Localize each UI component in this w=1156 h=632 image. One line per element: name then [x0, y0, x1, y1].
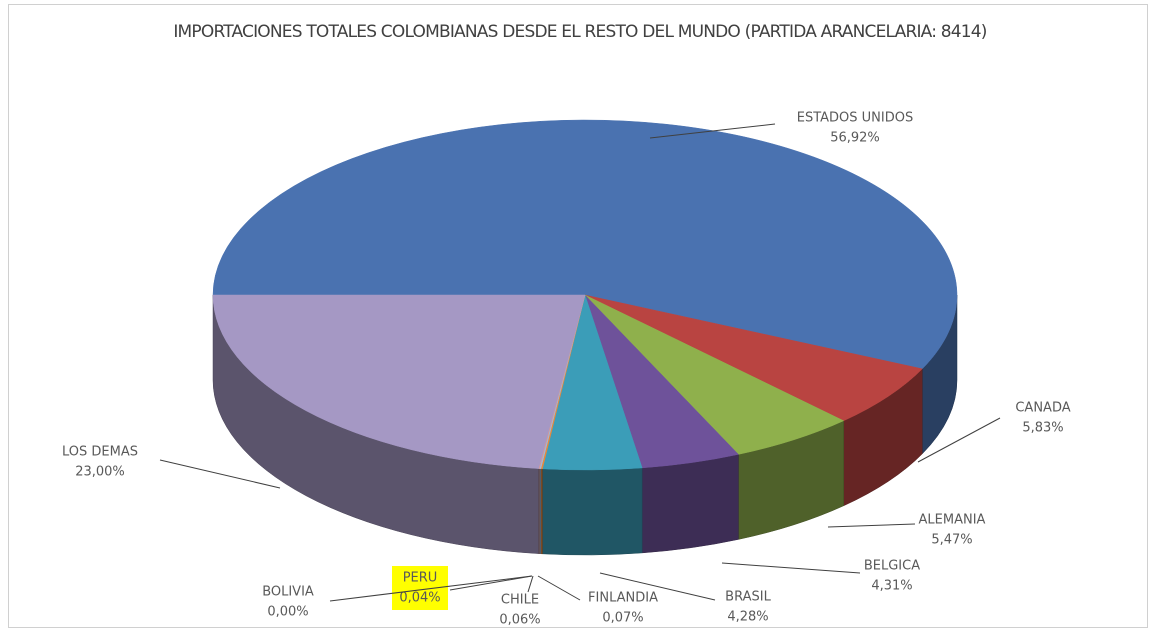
data-label-name: LOS DEMAS: [62, 445, 138, 460]
data-label-name: FINLANDIA: [588, 591, 658, 606]
data-label: 0,06%: [499, 613, 540, 628]
leader-line: [537, 575, 581, 601]
data-label: 5,83%: [1022, 421, 1063, 436]
data-label-name: BOLIVIA: [262, 585, 314, 600]
data-label-name: BRASIL: [725, 590, 771, 605]
data-label-name: ALEMANIA: [919, 513, 986, 528]
tops: [212, 119, 958, 471]
data-label-name: PERU: [403, 571, 438, 586]
data-label: 5,47%: [931, 533, 972, 548]
leader-line: [649, 123, 776, 139]
data-label: 4,28%: [727, 610, 768, 625]
chart-title: IMPORTACIONES TOTALES COLOMBIANAS DESDE …: [173, 22, 987, 42]
slice-side: [542, 467, 643, 556]
data-label: 4,31%: [871, 579, 912, 594]
leader-line: [599, 572, 716, 601]
slice-side: [641, 454, 739, 554]
leader-line: [159, 459, 281, 489]
data-label: 0,07%: [602, 611, 643, 626]
leader-line: [827, 523, 916, 528]
data-label: 0,04%: [399, 591, 440, 606]
leader-line: [449, 575, 533, 591]
leader-line: [527, 575, 534, 593]
walls: [212, 294, 958, 556]
data-label: 56,92%: [830, 131, 880, 146]
chart-frame: [8, 4, 1148, 628]
data-label-name: ESTADOS UNIDOS: [797, 111, 914, 126]
data-label-name: CHILE: [501, 593, 539, 608]
data-label: 0,00%: [267, 605, 308, 620]
data-label: 23,00%: [75, 465, 125, 480]
data-label-name: BELGICA: [864, 559, 920, 574]
leader-line: [721, 562, 861, 574]
leader-line: [917, 417, 1001, 463]
slice: [212, 294, 586, 469]
data-label-name: CANADA: [1015, 401, 1070, 416]
leader-line: [329, 575, 533, 602]
slice: [212, 119, 958, 370]
slice: [584, 294, 923, 422]
